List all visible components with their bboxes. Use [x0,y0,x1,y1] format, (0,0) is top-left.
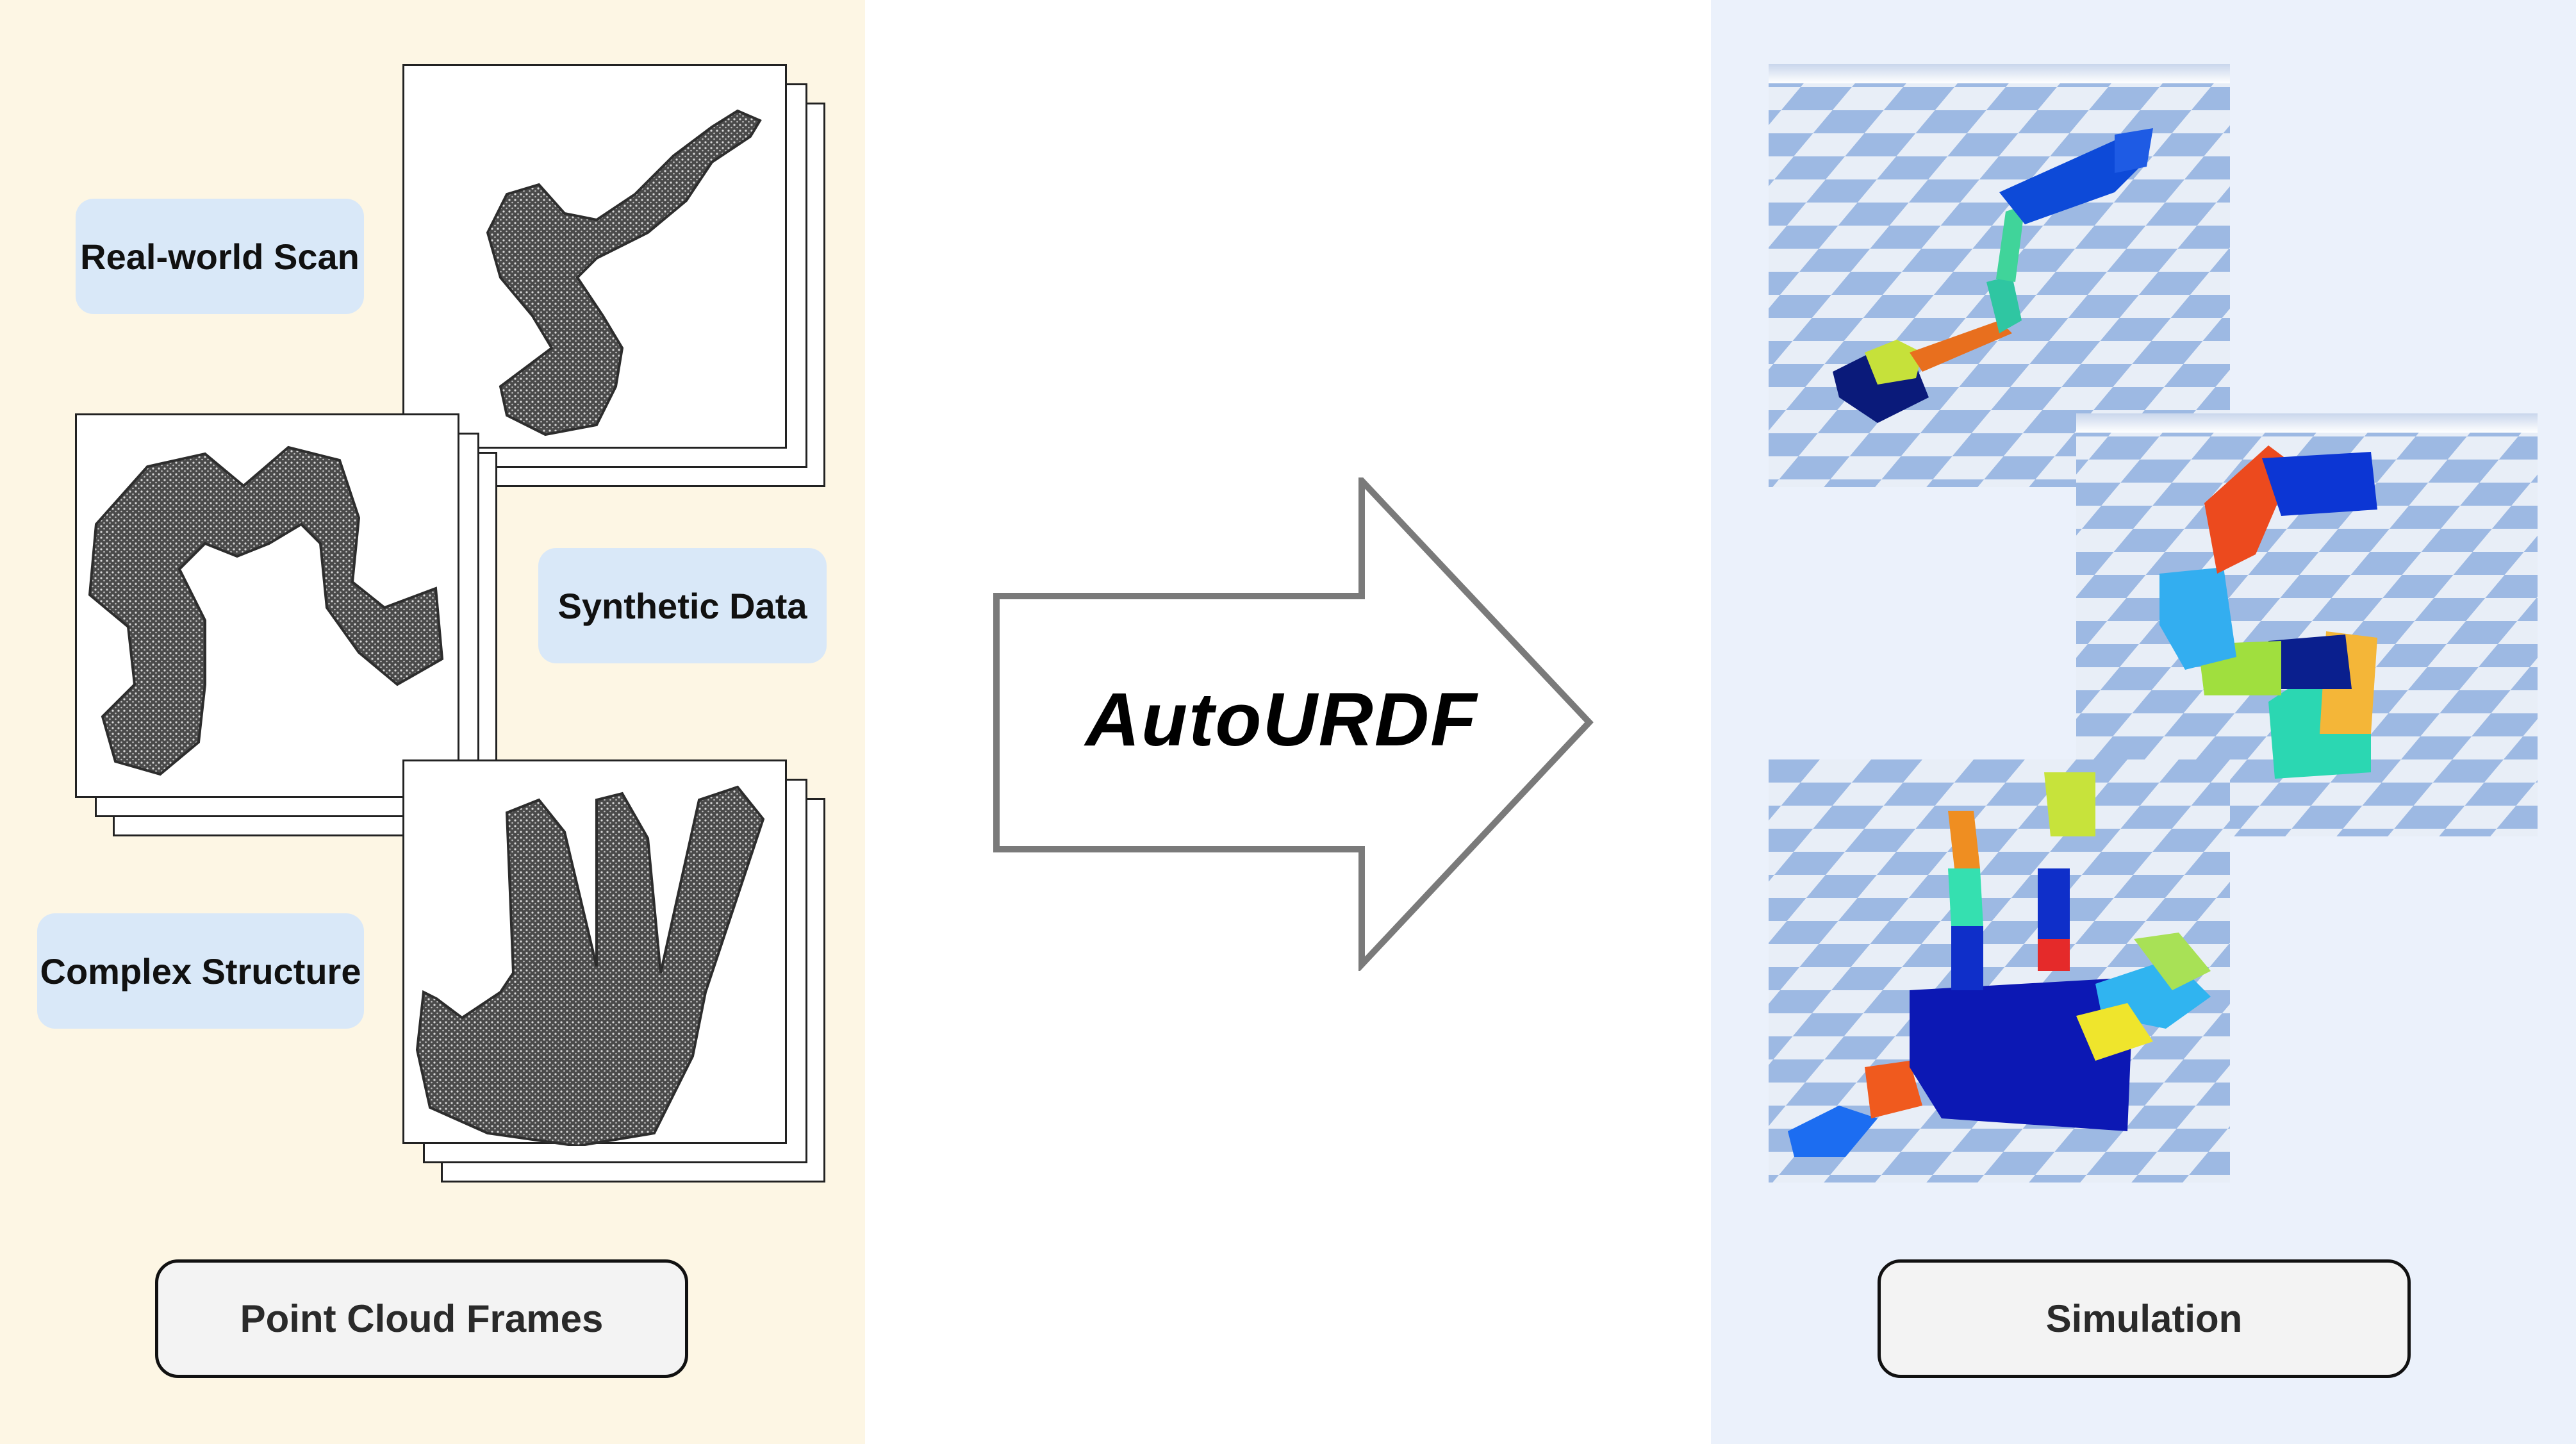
caption-label: Point Cloud Frames [240,1297,604,1340]
tag-synthetic-data: Synthetic Data [538,548,827,663]
point-cloud-frame-hand [402,759,787,1146]
process-arrow [993,477,1594,971]
tag-label: Synthetic Data [557,585,807,626]
tag-real-world-scan: Real-world Scan [76,199,364,314]
point-cloud-frame-synthetic-arm [75,413,459,798]
caption-label: Simulation [2045,1297,2243,1340]
caption-simulation: Simulation [1878,1259,2411,1378]
point-cloud-hand [415,785,765,1146]
point-cloud-frame-arm-scan [402,64,787,449]
caption-point-cloud-frames: Point Cloud Frames [155,1259,688,1378]
method-name: AutoURDF [1085,677,1478,762]
tag-complex-structure: Complex Structure [37,913,364,1029]
tag-label: Real-world Scan [80,236,359,277]
simulation-render-synthetic-arm [2076,413,2538,836]
point-cloud-arm-scan [486,109,762,436]
simulation-render-hand [1769,759,2230,1183]
point-cloud-synthetic-arm [88,445,444,776]
tag-label: Complex Structure [40,950,361,992]
